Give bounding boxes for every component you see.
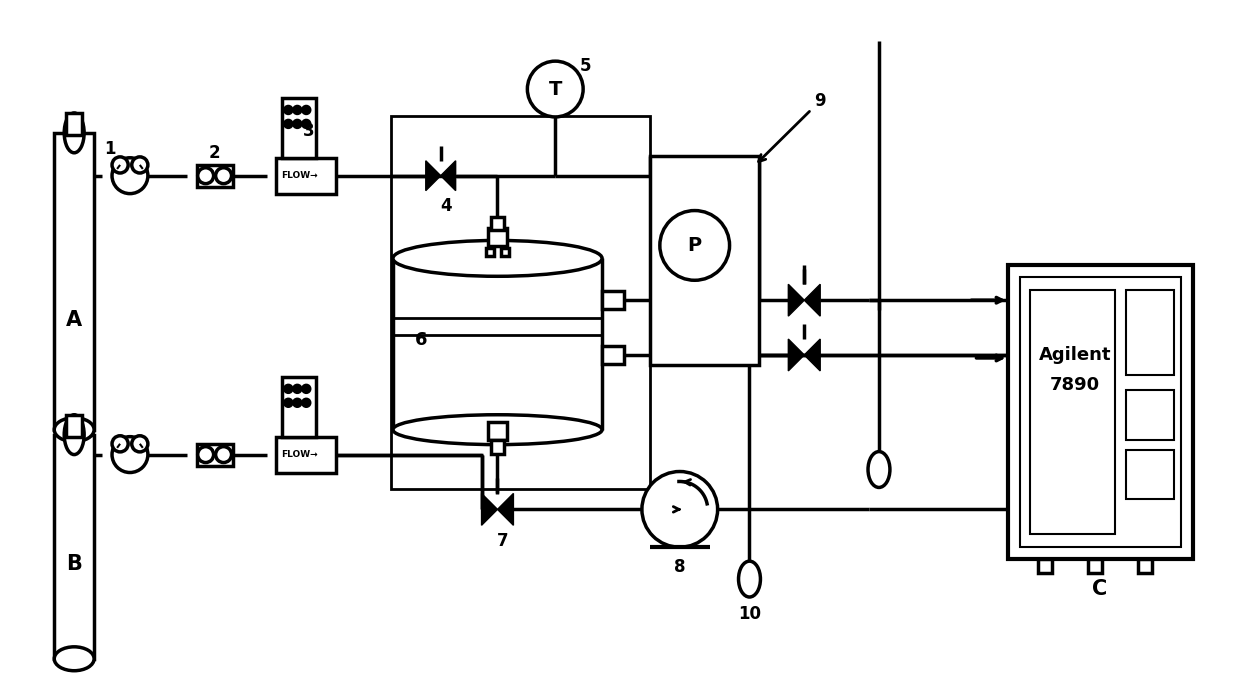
Circle shape bbox=[527, 61, 583, 117]
Circle shape bbox=[294, 386, 301, 392]
Polygon shape bbox=[425, 161, 440, 190]
Circle shape bbox=[303, 120, 310, 127]
Circle shape bbox=[112, 157, 128, 173]
Polygon shape bbox=[481, 494, 497, 525]
Ellipse shape bbox=[64, 113, 84, 153]
Bar bbox=[277, 158, 336, 194]
Bar bbox=[650, 156, 759, 365]
Bar bbox=[283, 98, 316, 158]
Bar bbox=[1008, 265, 1193, 559]
Bar bbox=[491, 440, 505, 454]
Bar bbox=[66, 414, 82, 437]
Bar bbox=[487, 421, 507, 440]
Text: P: P bbox=[688, 236, 702, 255]
Text: 8: 8 bbox=[675, 558, 686, 576]
Ellipse shape bbox=[55, 647, 94, 671]
Ellipse shape bbox=[393, 240, 603, 276]
Bar bbox=[55, 133, 94, 430]
Text: A: A bbox=[66, 310, 82, 330]
Bar bbox=[603, 346, 624, 364]
Ellipse shape bbox=[739, 561, 760, 597]
Text: 1: 1 bbox=[104, 140, 115, 158]
Ellipse shape bbox=[55, 418, 94, 442]
Circle shape bbox=[112, 437, 148, 473]
Bar bbox=[1126, 390, 1174, 440]
Polygon shape bbox=[789, 284, 805, 316]
Bar bbox=[486, 248, 494, 256]
Bar bbox=[197, 164, 233, 187]
Ellipse shape bbox=[393, 414, 603, 444]
Circle shape bbox=[294, 399, 301, 406]
Bar bbox=[1030, 290, 1115, 534]
Bar bbox=[1126, 449, 1174, 499]
Text: Agilent: Agilent bbox=[1039, 346, 1111, 364]
Circle shape bbox=[660, 211, 729, 280]
Text: 3: 3 bbox=[303, 122, 314, 140]
Circle shape bbox=[294, 120, 301, 127]
Circle shape bbox=[303, 386, 310, 392]
Circle shape bbox=[112, 436, 128, 452]
Polygon shape bbox=[805, 339, 820, 371]
Bar bbox=[55, 435, 94, 659]
Circle shape bbox=[197, 447, 213, 463]
Polygon shape bbox=[805, 284, 820, 316]
Text: B: B bbox=[66, 554, 82, 574]
Circle shape bbox=[285, 386, 291, 392]
Text: 4: 4 bbox=[440, 197, 451, 215]
Polygon shape bbox=[789, 339, 805, 371]
Text: 7: 7 bbox=[497, 532, 508, 550]
Circle shape bbox=[642, 472, 718, 547]
Bar bbox=[487, 228, 507, 246]
Ellipse shape bbox=[64, 414, 84, 454]
Bar bbox=[1021, 277, 1180, 547]
Text: T: T bbox=[548, 80, 562, 99]
Bar bbox=[1138, 559, 1152, 573]
Text: C: C bbox=[1092, 579, 1107, 599]
Circle shape bbox=[131, 436, 148, 452]
Bar bbox=[501, 248, 510, 256]
Circle shape bbox=[197, 168, 213, 183]
Circle shape bbox=[285, 106, 291, 113]
Bar bbox=[283, 377, 316, 437]
Text: 2: 2 bbox=[208, 144, 221, 162]
Circle shape bbox=[303, 106, 310, 113]
Circle shape bbox=[112, 158, 148, 194]
Bar bbox=[391, 116, 650, 489]
Text: 6: 6 bbox=[414, 331, 427, 349]
Bar bbox=[1126, 290, 1174, 375]
Bar bbox=[1089, 559, 1102, 573]
Polygon shape bbox=[440, 161, 455, 190]
Text: 10: 10 bbox=[738, 605, 761, 623]
Text: FLOW→: FLOW→ bbox=[281, 172, 317, 180]
Bar bbox=[1038, 559, 1053, 573]
Circle shape bbox=[216, 447, 232, 463]
Circle shape bbox=[285, 120, 291, 127]
Bar bbox=[66, 113, 82, 135]
Text: 5: 5 bbox=[579, 57, 591, 75]
Bar bbox=[277, 437, 336, 473]
Bar bbox=[603, 291, 624, 309]
Text: 7890: 7890 bbox=[1050, 376, 1100, 394]
Bar bbox=[491, 216, 505, 230]
Circle shape bbox=[285, 399, 291, 406]
Text: FLOW→: FLOW→ bbox=[281, 450, 317, 459]
Polygon shape bbox=[497, 494, 513, 525]
Circle shape bbox=[294, 106, 301, 113]
Ellipse shape bbox=[868, 452, 890, 487]
Text: 9: 9 bbox=[759, 92, 826, 162]
Bar bbox=[197, 444, 233, 466]
Circle shape bbox=[131, 157, 148, 173]
Circle shape bbox=[216, 168, 232, 183]
Circle shape bbox=[303, 399, 310, 406]
